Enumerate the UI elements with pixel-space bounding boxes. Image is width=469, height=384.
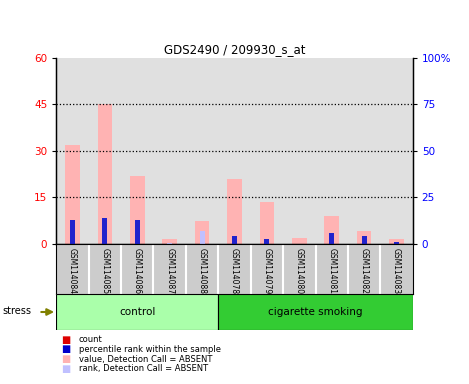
Bar: [292, 238, 307, 244]
Bar: [232, 237, 237, 244]
Bar: [394, 242, 399, 244]
Bar: [348, 58, 380, 244]
Text: GSM114084: GSM114084: [68, 248, 77, 294]
Bar: [56, 58, 89, 244]
Bar: [380, 58, 413, 244]
Bar: [329, 233, 334, 244]
Bar: [265, 239, 269, 244]
Bar: [130, 175, 144, 244]
Text: ■: ■: [61, 344, 70, 354]
Bar: [98, 104, 112, 244]
Bar: [362, 237, 367, 244]
Text: GSM114085: GSM114085: [100, 248, 109, 294]
Bar: [316, 58, 348, 244]
Text: ■: ■: [61, 354, 70, 364]
Text: ■: ■: [61, 364, 70, 374]
Bar: [162, 239, 177, 244]
Text: GSM114083: GSM114083: [392, 248, 401, 294]
Bar: [265, 239, 269, 244]
Text: GSM114087: GSM114087: [165, 248, 174, 294]
Bar: [357, 232, 371, 244]
Title: GDS2490 / 209930_s_at: GDS2490 / 209930_s_at: [164, 43, 305, 56]
Bar: [195, 220, 209, 244]
Bar: [70, 220, 75, 244]
Text: GSM114086: GSM114086: [133, 248, 142, 294]
Bar: [102, 218, 107, 244]
Bar: [56, 294, 218, 330]
Bar: [218, 58, 251, 244]
Bar: [121, 58, 153, 244]
Bar: [89, 58, 121, 244]
Bar: [65, 144, 80, 244]
Bar: [283, 58, 316, 244]
Text: GSM114082: GSM114082: [360, 248, 369, 294]
Bar: [260, 202, 274, 244]
Bar: [251, 58, 283, 244]
Text: GSM114080: GSM114080: [295, 248, 304, 294]
Bar: [186, 58, 218, 244]
Bar: [153, 58, 186, 244]
Bar: [167, 243, 172, 244]
Text: GSM114078: GSM114078: [230, 248, 239, 294]
Text: control: control: [119, 307, 156, 317]
Text: ■: ■: [61, 335, 70, 345]
Bar: [135, 220, 140, 244]
Bar: [389, 239, 404, 244]
Text: percentile rank within the sample: percentile rank within the sample: [79, 345, 221, 354]
Bar: [200, 231, 204, 244]
Bar: [329, 233, 334, 244]
Bar: [102, 218, 107, 244]
Text: count: count: [79, 335, 103, 344]
Text: GSM114081: GSM114081: [327, 248, 336, 294]
Text: GSM114088: GSM114088: [197, 248, 207, 294]
Bar: [227, 179, 242, 244]
Text: cigarette smoking: cigarette smoking: [268, 307, 363, 317]
Bar: [325, 216, 339, 244]
Bar: [362, 237, 367, 244]
Bar: [232, 237, 237, 244]
Bar: [218, 294, 413, 330]
Text: GSM114079: GSM114079: [262, 248, 272, 294]
Bar: [70, 220, 75, 244]
Text: rank, Detection Call = ABSENT: rank, Detection Call = ABSENT: [79, 364, 208, 373]
Bar: [135, 220, 140, 244]
Text: value, Detection Call = ABSENT: value, Detection Call = ABSENT: [79, 354, 212, 364]
Bar: [394, 242, 399, 244]
Text: stress: stress: [2, 306, 31, 316]
